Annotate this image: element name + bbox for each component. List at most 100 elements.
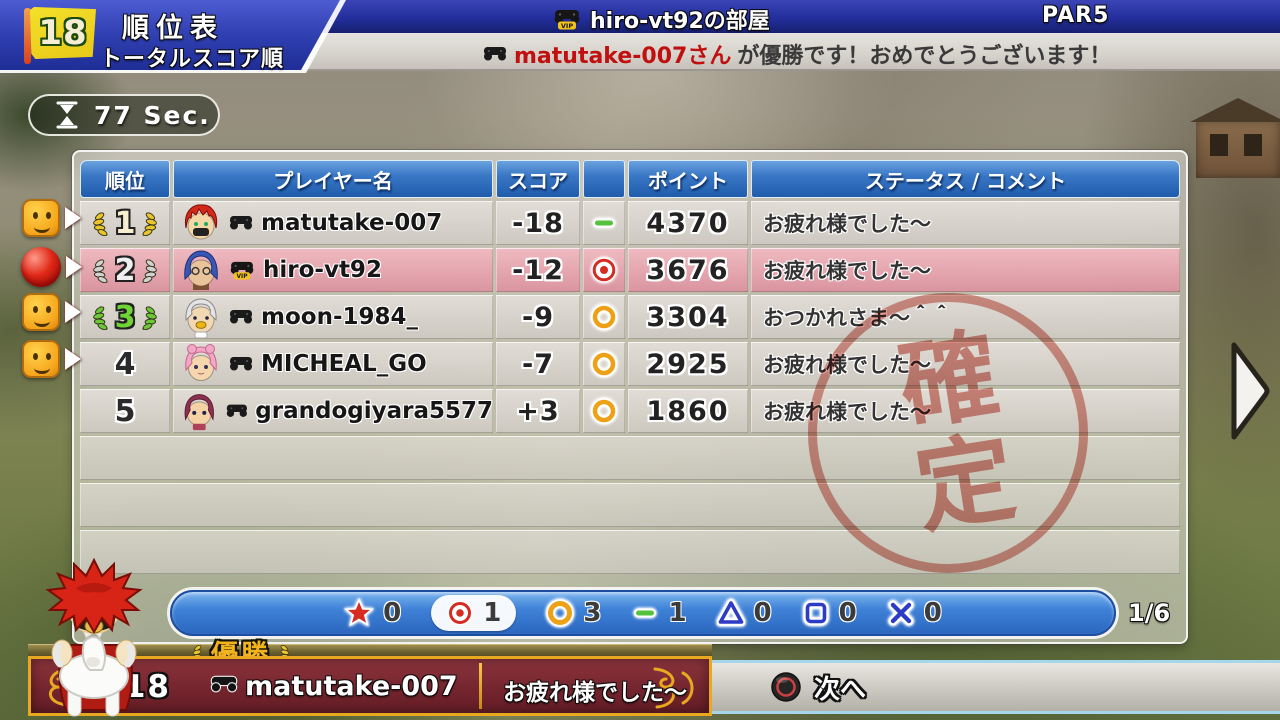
- status-cell: お疲れ様でした～: [751, 201, 1180, 245]
- red-double-circle-icon: [591, 257, 617, 283]
- score-value: -18: [512, 207, 564, 239]
- page-title: 順位表: [122, 13, 224, 44]
- score-value: +3: [516, 395, 560, 427]
- ps-circle-button-icon: [771, 672, 801, 702]
- result-icon-cell: [583, 389, 625, 433]
- next-strip[interactable]: 次へ: [712, 660, 1280, 714]
- table-row[interactable]: 3 moon-1984_: [80, 295, 1180, 339]
- laurel-icon: [142, 306, 158, 331]
- col-header-rank: 順位: [80, 160, 170, 198]
- player-character: [45, 557, 143, 717]
- winner-message-rest: が優勝です！おめでとうございます！: [737, 44, 1112, 69]
- pointer-triangle-icon: [65, 301, 81, 323]
- double-circle-icon: [449, 602, 472, 624]
- controller-icon: [210, 675, 238, 693]
- table-row-empty: [80, 436, 1180, 480]
- winner-message: matutake-007さん が優勝です！おめでとうございます！: [482, 38, 1111, 70]
- winner-name: matutake-007: [245, 671, 458, 702]
- red-ball-icon: [21, 247, 61, 287]
- player-cell: MICHEAL_GO: [173, 342, 493, 386]
- comment-text: お疲れ様でした～: [763, 259, 931, 283]
- table-row-empty: [80, 530, 1180, 574]
- stat-item-star: 0: [344, 598, 401, 628]
- vip-controller-icon: VIP: [230, 261, 254, 280]
- dash-icon: [634, 608, 657, 618]
- score-cell: -7: [496, 342, 580, 386]
- status-cell: お疲れ様でした～: [751, 389, 1180, 433]
- table-row[interactable]: 4 MICHEAL_GO -7: [80, 342, 1180, 386]
- row-marker: [22, 340, 81, 378]
- col-header-result-icon: [583, 160, 625, 198]
- pointer-triangle-icon: [65, 348, 81, 370]
- col-header-score: スコア: [496, 160, 580, 198]
- points-cell: 4370: [628, 201, 748, 245]
- timer-label: 77 Sec.: [94, 100, 211, 130]
- stat-item-circle: 3: [546, 598, 601, 628]
- score-value: -9: [522, 301, 554, 333]
- flag-pole-icon: [24, 8, 31, 64]
- points-value: 1860: [646, 395, 730, 427]
- stat-count: 3: [583, 598, 602, 628]
- table-row-empty: [80, 483, 1180, 527]
- avatar: [184, 394, 214, 431]
- score-cell: +3: [496, 389, 580, 433]
- stat-item-triangle: 0: [716, 598, 772, 628]
- col-header-player: プレイヤー名: [173, 160, 493, 198]
- room-name: hiro-vt92の部屋: [590, 9, 770, 34]
- player-name: grandogiyara5577: [255, 398, 493, 424]
- rank-cell: 3: [80, 295, 170, 339]
- status-cell: お疲れ様でした～: [751, 248, 1180, 292]
- controller-icon: [230, 356, 252, 370]
- controller-icon: [226, 404, 247, 417]
- rank-cell: 2: [80, 248, 170, 292]
- svg-text:VIP: VIP: [236, 274, 248, 280]
- table-rows: 1 matutake-007 -18: [80, 201, 1180, 574]
- table-row[interactable]: 2 VIP: [80, 248, 1180, 292]
- avatar: [185, 344, 217, 381]
- hole-number: 18: [38, 13, 88, 53]
- player-cell: matutake-007: [173, 201, 493, 245]
- points-value: 3304: [646, 301, 730, 333]
- col-header-points: ポイント: [628, 160, 748, 198]
- result-icon-cell: [583, 342, 625, 386]
- laurel-icon: [142, 212, 158, 237]
- avatar: [184, 204, 218, 240]
- stat-count: 1: [668, 598, 687, 628]
- cross-icon: [888, 600, 914, 626]
- smiley-icon: [22, 199, 60, 237]
- rank-cell: 5: [80, 389, 170, 433]
- status-cell: お疲れ様でした～: [751, 342, 1180, 386]
- yellow-circle-icon: [591, 398, 617, 424]
- points-value: 4370: [646, 207, 730, 239]
- hole-flag: 18: [24, 6, 98, 66]
- player-name: matutake-007: [261, 210, 443, 236]
- rank-number: 4: [114, 346, 136, 382]
- table-row[interactable]: 5 grandogiyara5577 +3: [80, 389, 1180, 433]
- comment-text: お疲れ様でした～: [763, 400, 931, 424]
- controller-icon: [230, 215, 252, 229]
- result-icon-cell: [583, 201, 625, 245]
- pointer-triangle-icon: [65, 207, 81, 229]
- next-button-label: 次へ: [814, 674, 867, 705]
- status-cell: おつかれさま～＾＾: [751, 295, 1180, 339]
- stat-item-double-circle: 1: [431, 595, 517, 631]
- rank-number: 2: [114, 252, 136, 288]
- stat-count: 1: [483, 598, 502, 628]
- result-stat-bar: 0 1 3 1 0 0 0: [170, 590, 1116, 636]
- table-row[interactable]: 1 matutake-007 -18: [80, 201, 1180, 245]
- laurel-icon: [142, 259, 158, 284]
- rank-cell: 1: [80, 201, 170, 245]
- next-page-arrow[interactable]: [1230, 340, 1272, 442]
- timer: 77 Sec.: [28, 94, 220, 136]
- score-cell: -9: [496, 295, 580, 339]
- leaderboard-panel: 順位 プレイヤー名 スコア ポイント ステータス / コメント 1: [72, 150, 1188, 644]
- stat-item-dash: 1: [631, 598, 687, 628]
- par-label: PAR5: [1042, 3, 1110, 28]
- row-marker: [22, 199, 81, 237]
- winner-banner: -18 matutake-007 お疲れ様でした～: [28, 656, 712, 716]
- laurel-icon: [92, 212, 108, 237]
- comment-text: おつかれさま～＾＾: [763, 306, 952, 330]
- rank-cell: 4: [80, 342, 170, 386]
- smiley-icon: [22, 293, 60, 331]
